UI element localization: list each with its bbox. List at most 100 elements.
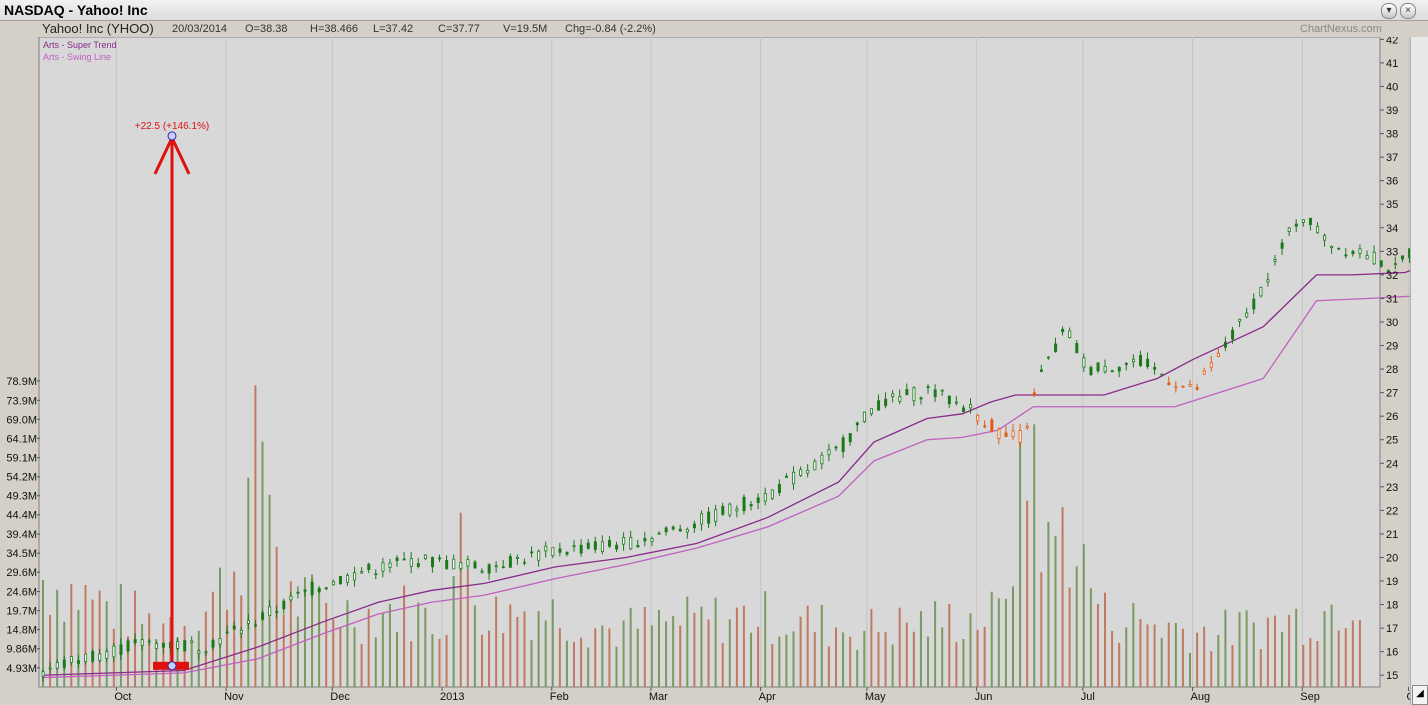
price-tick-label: 40 [1386, 81, 1398, 93]
close-icon[interactable]: × [1400, 3, 1416, 19]
candle-body [657, 532, 661, 535]
volume-bar [721, 643, 724, 687]
volume-bar [643, 606, 646, 687]
candle-body [452, 558, 456, 570]
window-title: NASDAQ - Yahoo! Inc [4, 2, 148, 18]
candle-body [289, 595, 293, 601]
volume-tick-label: 19.7M [6, 606, 37, 618]
volume-bar [396, 632, 399, 687]
candle-body [1032, 392, 1036, 396]
volume-bar [827, 646, 830, 687]
price-axis: 15 16 17 18 19 20 21 22 23 24 25 26 27 28 29 30 31 32 33 34… [1380, 37, 1398, 682]
candle-body [869, 408, 873, 415]
super-trend-line [41, 270, 1410, 676]
candle-body [183, 640, 187, 652]
volume-bar [863, 630, 866, 687]
volume-bar [842, 632, 845, 687]
candle-body [331, 581, 335, 586]
candle-body [530, 551, 534, 554]
resize-handle-icon[interactable]: ◢ [1412, 685, 1428, 705]
candle-body [1223, 341, 1227, 348]
volume-bar [1231, 645, 1234, 687]
volume-bar [374, 637, 377, 687]
quote-change: Chg=-0.84 (-2.2%) [565, 23, 656, 35]
volume-bar [1082, 544, 1085, 687]
candle-body [643, 538, 647, 542]
candle-body [813, 460, 817, 471]
candle-body [1308, 217, 1312, 225]
volume-bar [1174, 622, 1177, 687]
volume-bar [728, 619, 731, 687]
candle-body [508, 556, 512, 568]
volume-bar [1118, 642, 1121, 687]
price-candles [41, 217, 1410, 682]
minimize-icon[interactable]: ▾ [1381, 3, 1397, 19]
candle-body [1401, 255, 1405, 260]
candle-body [438, 557, 442, 560]
candle-body [62, 659, 66, 668]
price-tick-label: 33 [1386, 246, 1398, 258]
price-volume-chart[interactable]: +22.5 (+146.1%) 15 16 17 18 19 20 21 22 23 24 25 26… [0, 37, 1410, 705]
volume-bar [296, 616, 299, 687]
candle-body [324, 587, 328, 590]
volume-bar [438, 638, 441, 687]
volume-bar [1224, 609, 1227, 687]
candle-body [707, 511, 711, 524]
volume-bar [70, 583, 73, 687]
time-tick-label: Sep [1300, 691, 1320, 703]
candle-body [1089, 366, 1093, 376]
candle-body [55, 662, 59, 669]
candle-body [579, 544, 583, 554]
candle-body [1039, 369, 1043, 372]
candle-body [608, 540, 612, 547]
candle-body [1365, 255, 1369, 260]
candle-body [700, 513, 704, 525]
candle-body [1139, 354, 1143, 366]
candle-body [501, 566, 505, 569]
candle-body [409, 558, 413, 567]
candle-body [466, 559, 470, 567]
volume-bar [1288, 614, 1291, 687]
candle-body [629, 537, 633, 550]
volume-bar [98, 590, 101, 687]
volume-bar [1351, 620, 1354, 687]
candle-body [1061, 328, 1065, 333]
candle-body [296, 591, 300, 594]
price-tick-label: 19 [1386, 576, 1398, 588]
volume-bar [601, 625, 604, 687]
volume-bar [650, 625, 653, 687]
volume-tick-label: 73.9M [6, 395, 37, 407]
volume-bar [77, 610, 80, 687]
candle-body [558, 548, 562, 553]
volume-bar [240, 595, 243, 687]
candle-body [232, 625, 236, 630]
volume-bar [672, 616, 675, 687]
volume-bar [934, 601, 937, 687]
candle-body [338, 576, 342, 585]
candle-body [1075, 343, 1079, 354]
candle-body [1124, 363, 1128, 365]
volume-tick-label: 14.8M [6, 625, 37, 637]
candle-body [98, 653, 102, 661]
volume-bar [388, 603, 391, 687]
volume-bar [594, 628, 597, 687]
candle-body [997, 428, 1001, 440]
volume-bar [955, 642, 958, 687]
volume-tick-label: 29.6M [6, 567, 37, 579]
volume-bar [303, 577, 306, 687]
volume-bar [1245, 610, 1248, 687]
candle-body [1252, 298, 1256, 310]
vertical-scrollbar[interactable] [1410, 37, 1428, 705]
candle-body [1025, 425, 1029, 429]
volume-bar [381, 613, 384, 687]
volume-bar [735, 607, 738, 687]
volume-bar [1302, 644, 1305, 687]
volume-bar [565, 640, 568, 687]
candle-body [551, 547, 555, 557]
candle-body [77, 660, 81, 664]
candle-body [792, 471, 796, 485]
candle-body [126, 640, 130, 652]
candle-body [947, 395, 951, 405]
legend-super-trend: Arts - Super Trend [43, 40, 117, 50]
volume-bar [757, 626, 760, 687]
